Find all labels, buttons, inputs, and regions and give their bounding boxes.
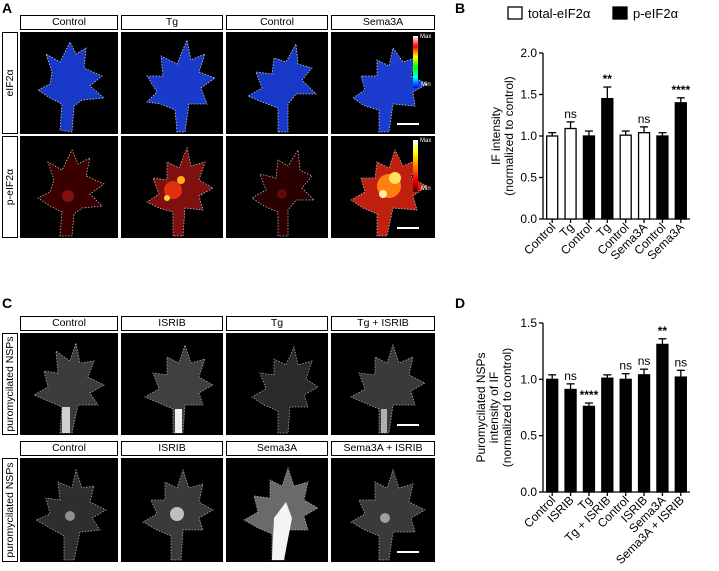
image-eif2a-sema3a: Max Min xyxy=(331,32,435,134)
significance-label: ns xyxy=(674,355,687,369)
image-puro-sema3a xyxy=(226,458,328,562)
y-tick-label: 1.0 xyxy=(520,372,537,386)
y-tick-label: 1.0 xyxy=(520,129,537,143)
image-p-eif2a-control-2 xyxy=(226,136,328,238)
panel-a-letter: A xyxy=(2,0,13,16)
panel-c-row2-header-3: Sema3A xyxy=(226,441,328,456)
colorbar-max-label-p-eif2a: Max xyxy=(420,138,432,144)
panel-c-row2-label: puromycilated NSPs xyxy=(2,458,18,562)
image-puro-sema3a-isrib xyxy=(331,458,435,562)
panel-b-letter: B xyxy=(455,0,466,16)
bar xyxy=(637,374,651,493)
legend-label: total-eIF2α xyxy=(528,6,591,21)
scale-bar xyxy=(397,123,419,125)
y-axis-label: Puromycilated NSPs xyxy=(474,352,488,462)
y-tick-label: 0.0 xyxy=(520,485,537,499)
y-axis-label: (normalized to control) xyxy=(500,348,514,467)
image-puro-control-2 xyxy=(20,458,118,562)
bar xyxy=(564,388,577,493)
panel-a-row-label-eif2a: eIF2α xyxy=(2,32,18,134)
panel-a-header-2: Tg xyxy=(121,15,223,30)
legend-swatch xyxy=(612,6,628,20)
panel-a-header-3: Control xyxy=(226,15,328,30)
panel-a-header-4: Sema3A xyxy=(331,15,435,30)
y-tick-label: 2.0 xyxy=(520,46,537,60)
panel-c-row1-header-4: Tg + ISRIB xyxy=(331,316,435,331)
y-tick-label: 1.5 xyxy=(520,316,537,330)
panel-c-row1-label: puromycilated NSPs xyxy=(2,333,18,435)
colorbar-eif2a xyxy=(413,36,418,88)
significance-label: **** xyxy=(671,83,690,97)
significance-label: **** xyxy=(580,388,599,402)
panel-a-row-label-p-eif2a: p-eIF2α xyxy=(2,136,18,238)
panel-c-row2-header-4: Sema3A + ISRIB xyxy=(331,441,435,456)
image-p-eif2a-tg xyxy=(121,136,223,238)
colorbar-min-label-eif2a: Min xyxy=(421,82,431,88)
panel-c-row1-header-2: ISRIB xyxy=(121,316,223,331)
significance-label: ns xyxy=(638,354,651,368)
bar xyxy=(674,376,687,493)
y-tick-label: 0.0 xyxy=(520,212,537,226)
legend-label: p-eIF2α xyxy=(633,6,679,21)
scale-bar xyxy=(397,424,419,426)
image-puro-tg xyxy=(226,333,328,435)
image-puro-control-1 xyxy=(20,333,118,435)
panel-a-header-1: Control xyxy=(20,15,118,30)
bar xyxy=(546,378,559,493)
y-tick-label: 1.5 xyxy=(520,88,537,102)
image-puro-isrib-2 xyxy=(121,458,223,562)
image-eif2a-control-1 xyxy=(20,32,118,134)
panel-c-row2-header-2: ISRIB xyxy=(121,441,223,456)
significance-label: ns xyxy=(638,112,651,126)
panel-d-letter: D xyxy=(455,295,466,311)
legend-swatch xyxy=(507,6,523,20)
image-puro-tg-isrib xyxy=(331,333,435,435)
significance-label: ** xyxy=(603,72,613,86)
scale-bar xyxy=(397,227,419,229)
bar xyxy=(619,378,632,493)
y-axis-label: (normalized to control) xyxy=(502,76,516,195)
panel-c-row2-header-1: Control xyxy=(20,441,118,456)
image-eif2a-control-2 xyxy=(226,32,328,134)
y-axis-label: IF intensity xyxy=(489,107,503,165)
colorbar-max-label-eif2a: Max xyxy=(420,34,432,40)
bar xyxy=(582,405,596,493)
image-p-eif2a-control-1 xyxy=(20,136,118,238)
significance-label: ns xyxy=(564,107,577,121)
bar xyxy=(601,377,614,493)
image-puro-isrib-1 xyxy=(121,333,223,435)
panel-c-row1-header-3: Tg xyxy=(226,316,328,331)
panel-c-letter: C xyxy=(2,295,13,311)
image-p-eif2a-sema3a: Max Min xyxy=(331,136,435,238)
bar xyxy=(656,343,669,493)
y-tick-label: 0.5 xyxy=(520,429,537,443)
scale-bar xyxy=(397,551,419,553)
colorbar-min-label-p-eif2a: Min xyxy=(421,186,431,192)
y-tick-label: 0.5 xyxy=(520,171,537,185)
significance-label: ** xyxy=(658,324,668,338)
image-eif2a-tg xyxy=(121,32,223,134)
panel-c-row1-header-1: Control xyxy=(20,316,118,331)
significance-label: ns xyxy=(619,359,632,373)
significance-label: ns xyxy=(564,369,577,383)
colorbar-p-eif2a xyxy=(413,140,418,192)
y-axis-label: intensity of IF xyxy=(487,372,501,443)
